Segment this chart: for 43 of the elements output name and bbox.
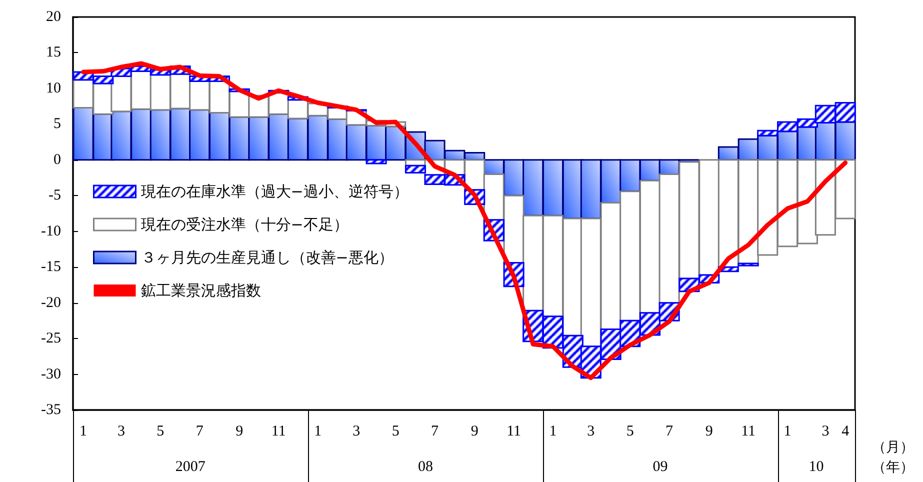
y-tick-label: -30 bbox=[41, 366, 61, 382]
x-tick-label: 5 bbox=[626, 424, 634, 440]
y-tick-label: 0 bbox=[54, 152, 61, 168]
y-tick-label: 10 bbox=[46, 80, 61, 96]
legend-label: 鉱工業景況感指数 bbox=[140, 282, 261, 300]
text: （年） bbox=[872, 460, 914, 476]
text: （月） bbox=[872, 440, 914, 456]
x-tick-label: 3 bbox=[822, 424, 830, 440]
x-tick-label: 3 bbox=[352, 424, 360, 440]
x-tick-label: 11 bbox=[741, 424, 756, 440]
x-tick-label: 7 bbox=[431, 424, 440, 440]
y-tick-label: -20 bbox=[41, 294, 61, 311]
y-tick-label: 5 bbox=[54, 116, 61, 132]
x-tick-label: 9 bbox=[470, 424, 478, 440]
y-tick-label: 15 bbox=[46, 44, 61, 61]
text: 08 bbox=[418, 459, 433, 475]
x-tick-label: 11 bbox=[506, 424, 522, 440]
y-tick-label: -25 bbox=[41, 330, 61, 347]
x-tick-label: 5 bbox=[156, 424, 164, 440]
y-tick-label: -5 bbox=[48, 188, 61, 204]
legend-label: 現在の在庫水準（過大−過小、逆符号） bbox=[140, 182, 408, 200]
y-tick-label: -15 bbox=[41, 259, 61, 276]
x-tick-label: 5 bbox=[392, 424, 400, 440]
legend-label: 現在の受注水準（十分−不足） bbox=[140, 216, 348, 234]
x-tick-label: 7 bbox=[196, 424, 204, 440]
x-tick-label: 1 bbox=[80, 424, 88, 440]
y-tick-label: 20 bbox=[46, 9, 61, 25]
x-tick-label: 9 bbox=[705, 424, 713, 440]
x-tick-label: 1 bbox=[784, 424, 792, 440]
text: 10 bbox=[808, 459, 824, 475]
x-tick-label: 7 bbox=[666, 424, 674, 440]
legend-label: ３ヶ月先の生産見通し（改善−悪化） bbox=[140, 248, 394, 266]
x-tick-label: 3 bbox=[587, 424, 595, 440]
y-tick-label: -10 bbox=[41, 223, 61, 240]
x-tick-label: 9 bbox=[236, 424, 244, 440]
x-tick-label: 1 bbox=[549, 424, 557, 440]
text: 09 bbox=[652, 459, 668, 475]
x-tick-label: 1 bbox=[314, 424, 322, 440]
x-tick-label: 11 bbox=[271, 424, 286, 440]
x-tick-label: 3 bbox=[117, 424, 125, 440]
text: 2007 bbox=[175, 459, 206, 475]
y-tick-label: -35 bbox=[41, 402, 61, 418]
x-tick-label: 4 bbox=[842, 424, 850, 440]
